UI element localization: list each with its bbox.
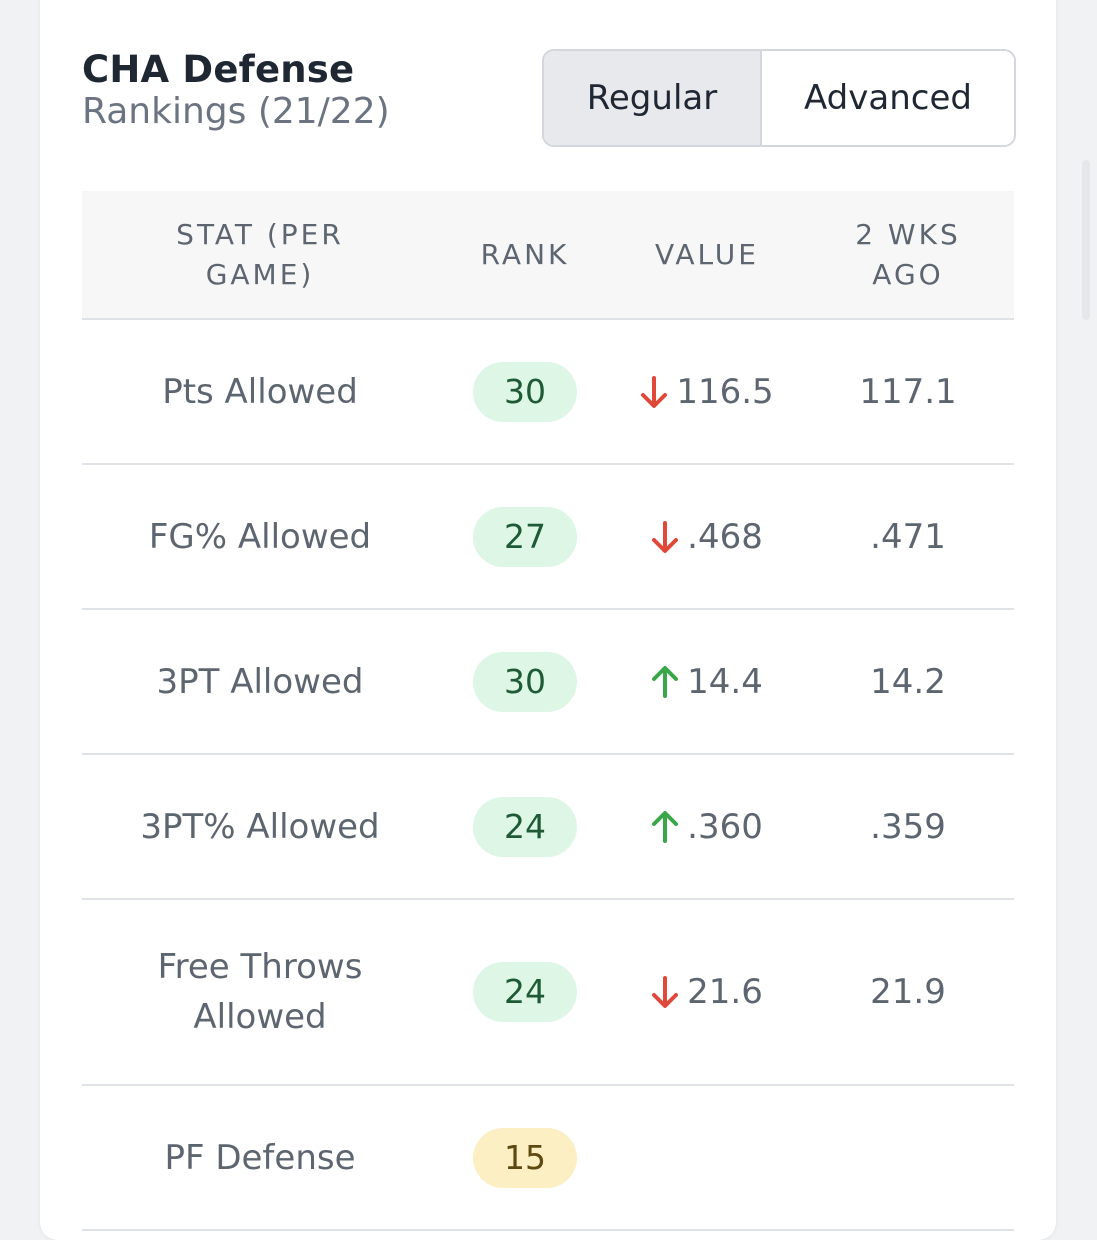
value-cell: 116.5 xyxy=(612,367,802,417)
stat-name: 3PT% Allowed xyxy=(140,806,380,847)
value-cell: .468 xyxy=(612,512,802,562)
column-header-value: VALUE xyxy=(655,237,759,271)
stat-name: Free Throws Allowed xyxy=(157,947,363,1037)
stat-cell: Free Throws Allowed xyxy=(82,942,438,1042)
stat-cell: 3PT Allowed xyxy=(82,657,438,707)
table-row: FG% Allowed 27 .468 .471 xyxy=(82,465,1014,610)
rank-cell: 24 xyxy=(438,796,612,857)
arrow-down-icon xyxy=(652,976,679,1008)
rank-cell: 30 xyxy=(438,361,612,422)
value-cell: .360 xyxy=(612,802,802,852)
column-header-rank: RANK xyxy=(480,237,570,271)
column-header-stat: STAT (PER GAME) xyxy=(176,217,344,291)
toggle-regular-button[interactable]: Regular xyxy=(544,51,762,145)
arrow-up-icon xyxy=(652,810,679,843)
rank-badge: 24 xyxy=(473,962,577,1022)
page-scrollbar[interactable] xyxy=(1082,160,1090,320)
value-cell: 21.6 xyxy=(612,967,802,1017)
table-row: 3PT% Allowed 24 .360 .359 xyxy=(82,755,1014,900)
arrow-down-icon xyxy=(652,520,679,553)
toggle-advanced-button[interactable]: Advanced xyxy=(762,51,1014,145)
column-header-two-weeks-ago: 2 WKS AGO xyxy=(855,217,961,291)
card-header: CHA Defense Rankings (21/22) Regular Adv… xyxy=(82,48,1016,158)
stat-name: PF Defense xyxy=(164,1137,356,1178)
two-weeks-ago-cell: .471 xyxy=(870,516,946,557)
table-row: 3PT Allowed 30 14.4 14.2 xyxy=(82,610,1014,755)
card-subtitle: Rankings (21/22) xyxy=(82,91,390,132)
stat-value: 14.4 xyxy=(687,661,763,702)
rank-badge: 24 xyxy=(473,796,577,857)
stat-value: .360 xyxy=(687,806,763,847)
rank-badge: 30 xyxy=(473,361,577,422)
stat-value: 21.6 xyxy=(687,972,763,1012)
two-weeks-ago-cell: 14.2 xyxy=(870,661,946,702)
stat-name: 3PT Allowed xyxy=(156,661,364,702)
defense-rankings-card: CHA Defense Rankings (21/22) Regular Adv… xyxy=(40,0,1056,1240)
stats-mode-toggle: Regular Advanced xyxy=(542,49,1016,147)
table-row: Free Throws Allowed 24 21.6 21.9 xyxy=(82,900,1014,1086)
table-row: Pts Allowed 30 116.5 117.1 xyxy=(82,320,1014,465)
table-body: Pts Allowed 30 116.5 117.1 FG% Allowed 27 .468… xyxy=(82,320,1014,1231)
stat-value: .468 xyxy=(687,516,763,557)
rank-cell: 27 xyxy=(438,506,612,567)
stat-name: FG% Allowed xyxy=(148,516,372,557)
stat-cell: Pts Allowed xyxy=(82,367,438,417)
stat-cell: 3PT% Allowed xyxy=(82,802,438,852)
two-weeks-ago-cell: 117.1 xyxy=(859,371,957,412)
rank-cell: 24 xyxy=(438,962,612,1022)
table-row: PF Defense 15 xyxy=(82,1086,1014,1231)
card-title: CHA Defense xyxy=(82,48,355,91)
rank-badge: 15 xyxy=(473,1127,577,1188)
arrow-down-icon xyxy=(641,375,668,408)
stat-name: Pts Allowed xyxy=(162,371,358,412)
table-header-row: STAT (PER GAME) RANK VALUE 2 WKS AGO xyxy=(82,191,1014,320)
two-weeks-ago-cell: 21.9 xyxy=(870,972,946,1012)
rankings-table: STAT (PER GAME) RANK VALUE 2 WKS AGO Pts… xyxy=(82,191,1014,1231)
rank-cell: 15 xyxy=(438,1127,612,1188)
value-cell: 14.4 xyxy=(612,657,802,707)
arrow-up-icon xyxy=(652,665,679,698)
two-weeks-ago-cell: .359 xyxy=(870,806,946,847)
stat-value: 116.5 xyxy=(676,371,774,412)
rank-badge: 30 xyxy=(473,651,577,712)
rank-cell: 30 xyxy=(438,651,612,712)
rank-badge: 27 xyxy=(473,506,577,567)
stat-cell: FG% Allowed xyxy=(82,512,438,562)
stat-cell: PF Defense xyxy=(82,1133,438,1183)
